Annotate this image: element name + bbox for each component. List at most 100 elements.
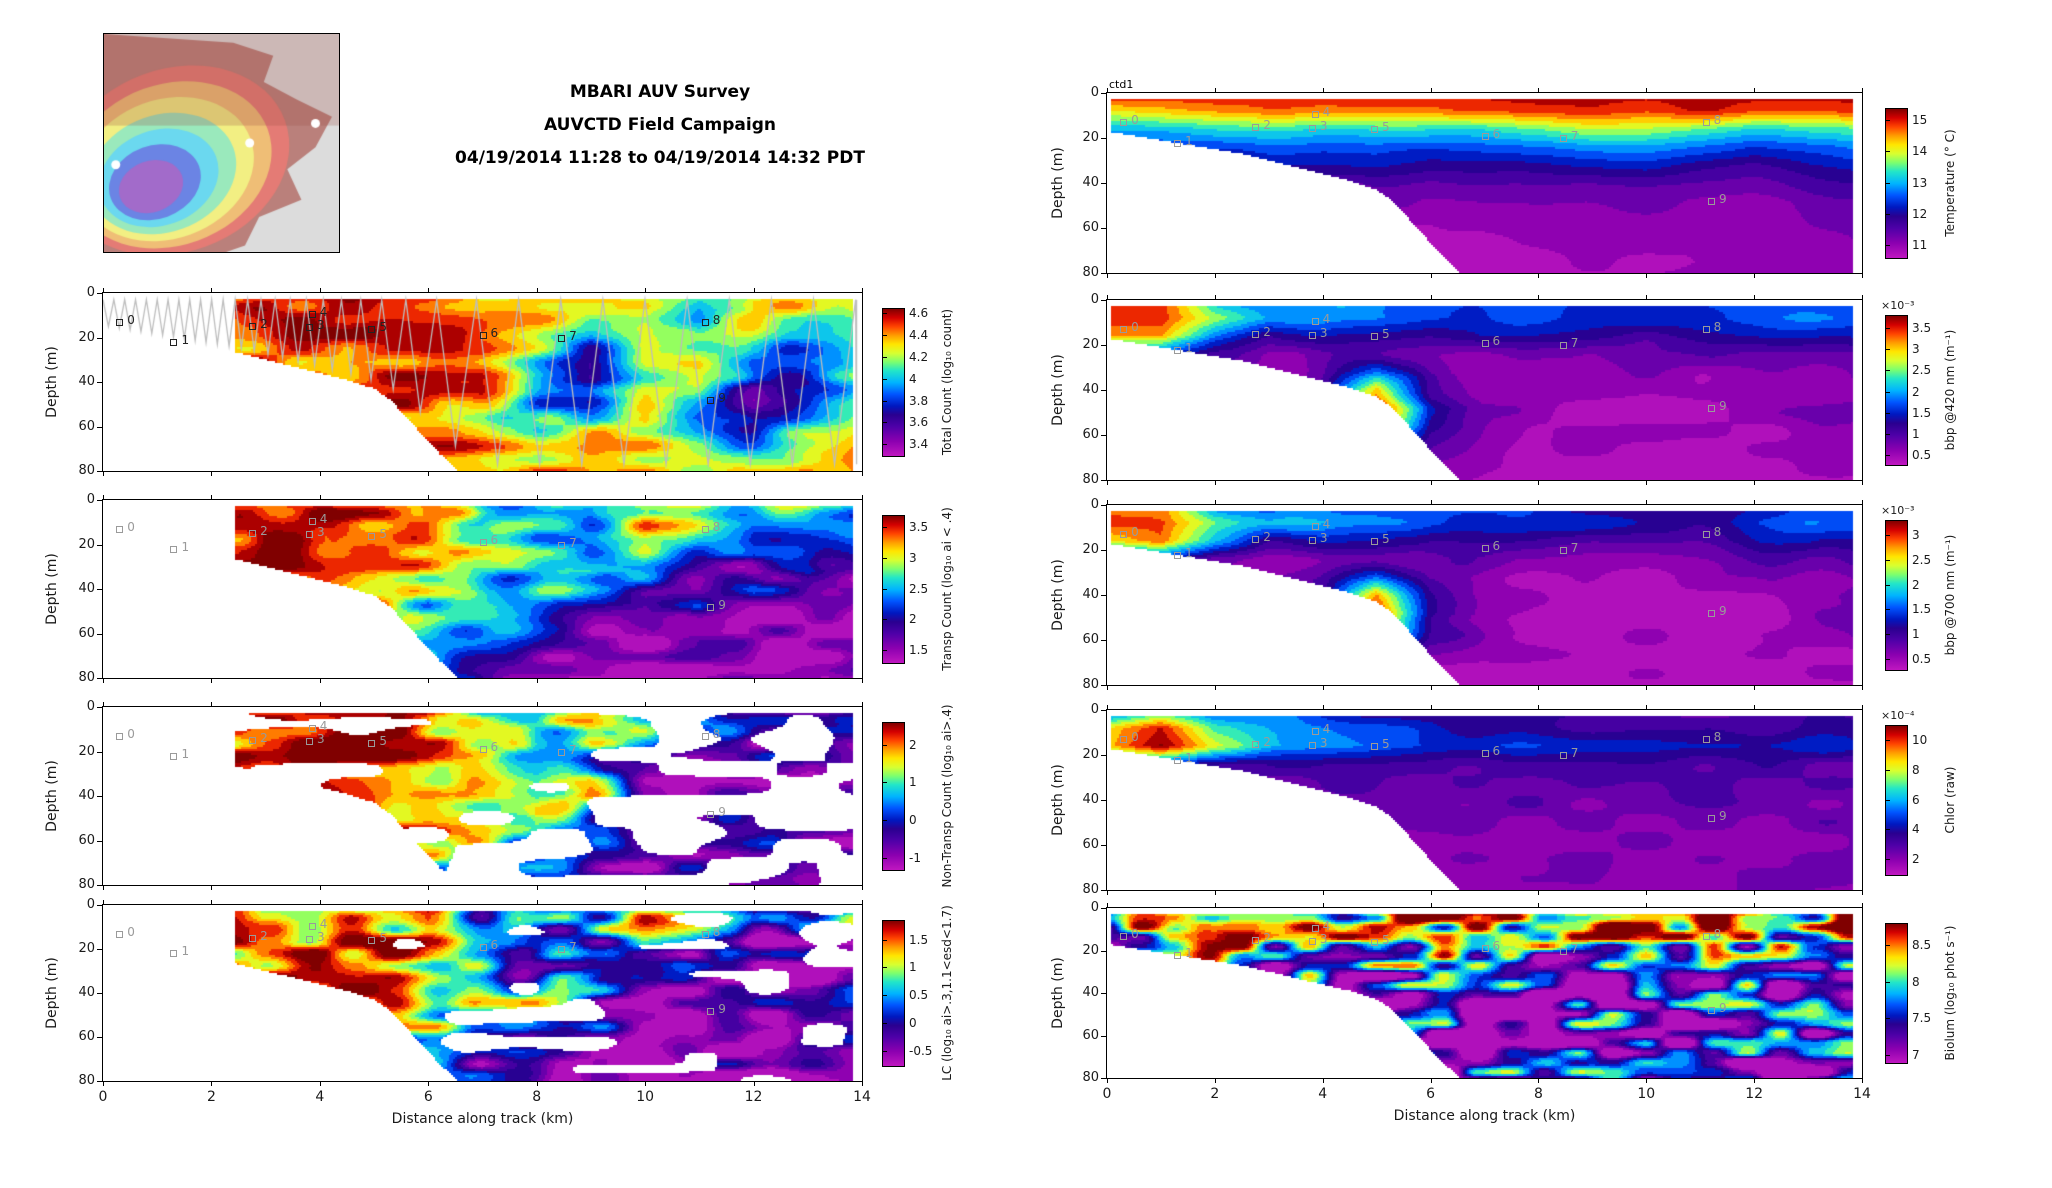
waypoint-label: 6 <box>490 533 499 548</box>
waypoint-label: 1 <box>1185 340 1193 355</box>
waypoint-label: 7 <box>1570 541 1579 555</box>
waypoint-label: 4 <box>319 305 328 320</box>
waypoint-label: 0 <box>1131 113 1139 128</box>
colorbar-tick-label: 8 <box>1912 974 1920 989</box>
waypoint-marker <box>1311 925 1319 933</box>
waypoint-label: 0 <box>1131 320 1139 335</box>
depth-axis-tick <box>97 905 102 906</box>
depth-axis-tick <box>97 840 102 842</box>
depth-axis-tick-label: 40 <box>78 581 95 596</box>
colorbar-multiplier: ×10⁻³ <box>1881 299 1915 312</box>
waypoint-label: 5 <box>1381 120 1390 134</box>
depth-axis-label: Depth (m) <box>44 346 60 418</box>
depth-axis-tick-label: 0 <box>86 699 95 714</box>
colorbar-tick <box>1886 412 1890 414</box>
waypoint-marker <box>308 725 316 733</box>
waypoint-marker <box>1120 326 1128 334</box>
x-axis-tick <box>1754 686 1756 690</box>
colorbar-tick <box>883 357 887 358</box>
waypoint-marker <box>1481 749 1489 757</box>
x-axis-tick <box>428 702 430 706</box>
x-axis-tick <box>1646 88 1648 92</box>
colorbar-tick <box>883 820 887 821</box>
waypoint-label: 7 <box>569 535 577 550</box>
x-axis-tick <box>1214 295 1216 299</box>
depth-axis-tick-label: 40 <box>78 788 95 803</box>
colorbar-tick <box>1886 151 1890 153</box>
x-axis-tick <box>319 288 321 292</box>
waypoint-marker <box>1311 728 1319 736</box>
waypoint-label: 7 <box>1570 941 1579 956</box>
x-axis-tick <box>1538 903 1540 907</box>
x-axis-tick <box>753 288 755 292</box>
waypoint-label: 5 <box>379 733 387 748</box>
colorbar-tick <box>883 527 887 529</box>
depth-axis-tick <box>97 751 102 753</box>
colorbar-tick <box>883 967 887 969</box>
heatmap-canvas-biolum <box>1107 908 1862 1078</box>
x-axis-tick <box>645 702 647 706</box>
colorbar-tick <box>883 313 887 315</box>
waypoint-label: 6 <box>490 326 499 341</box>
x-axis-tick <box>103 1082 104 1086</box>
x-axis-tick <box>862 702 863 706</box>
depth-axis-tick <box>1101 908 1106 909</box>
colorbar-tick <box>883 995 887 997</box>
x-axis-tick <box>1538 295 1540 299</box>
colorbar-tick-label: 1 <box>909 960 917 975</box>
x-axis-tick <box>1862 686 1863 690</box>
heatmap-canvas-bbp700 <box>1107 505 1862 685</box>
depth-axis-tick <box>97 500 102 501</box>
waypoint-marker <box>1708 610 1715 617</box>
depth-axis-tick <box>1101 1035 1106 1037</box>
x-axis-tick <box>1646 705 1648 709</box>
waypoint-marker <box>1702 736 1710 744</box>
waypoint-label: 3 <box>317 525 325 540</box>
panel-annotation: ctd1 <box>1109 78 1134 91</box>
depth-axis-tick <box>97 337 102 339</box>
x-axis-label: Distance along track (km) <box>1393 1108 1576 1124</box>
x-axis-tick <box>1214 88 1216 92</box>
colorbar-tick-label: 3 <box>909 550 917 565</box>
waypoint-marker <box>1252 330 1260 338</box>
waypoint-marker <box>116 732 124 740</box>
waypoint-marker <box>306 738 313 746</box>
depth-axis-tick <box>1101 550 1106 551</box>
colorbar-tick-label: 4.2 <box>909 350 929 364</box>
waypoint-marker <box>170 950 178 958</box>
waypoint-label: 8 <box>1713 525 1722 540</box>
x-axis-tick <box>1430 295 1432 299</box>
x-axis-tick <box>645 288 647 292</box>
waypoint-marker <box>116 318 124 326</box>
waypoint-label: 8 <box>1713 730 1722 745</box>
colorbar-tick-label: 12 <box>1912 206 1928 221</box>
waypoint-marker <box>1308 331 1316 339</box>
depth-axis-tick-label: 0 <box>1090 497 1099 512</box>
depth-axis-tick-label: 20 <box>1082 542 1099 557</box>
colorbar-tick-label: 3 <box>1912 527 1920 542</box>
waypoint-marker <box>1702 119 1710 127</box>
waypoint-marker <box>1308 937 1316 945</box>
waypoint-marker <box>1311 111 1319 119</box>
x-axis-tick <box>319 472 321 476</box>
x-axis-tick <box>103 679 104 683</box>
colorbar-tick-label: 1.5 <box>1912 602 1932 617</box>
waypoint-marker <box>308 311 316 319</box>
x-axis-tick <box>1430 274 1432 278</box>
waypoint-marker <box>707 810 715 818</box>
depth-axis-tick <box>97 471 102 472</box>
x-axis-tick <box>1646 1079 1648 1083</box>
x-axis-tick <box>103 495 104 499</box>
colorbar-multiplier: ×10⁻⁴ <box>1881 709 1915 722</box>
depth-axis-tick <box>1101 640 1106 641</box>
waypoint-marker <box>707 396 715 404</box>
x-axis-tick <box>103 472 104 476</box>
x-axis-tick <box>319 900 321 904</box>
waypoint-marker <box>1702 932 1710 940</box>
depth-axis-label: Depth (m) <box>1050 764 1066 836</box>
colorbar-tick <box>883 939 887 941</box>
waypoint-label: 4 <box>319 512 328 527</box>
colorbar-tick <box>1886 434 1890 436</box>
